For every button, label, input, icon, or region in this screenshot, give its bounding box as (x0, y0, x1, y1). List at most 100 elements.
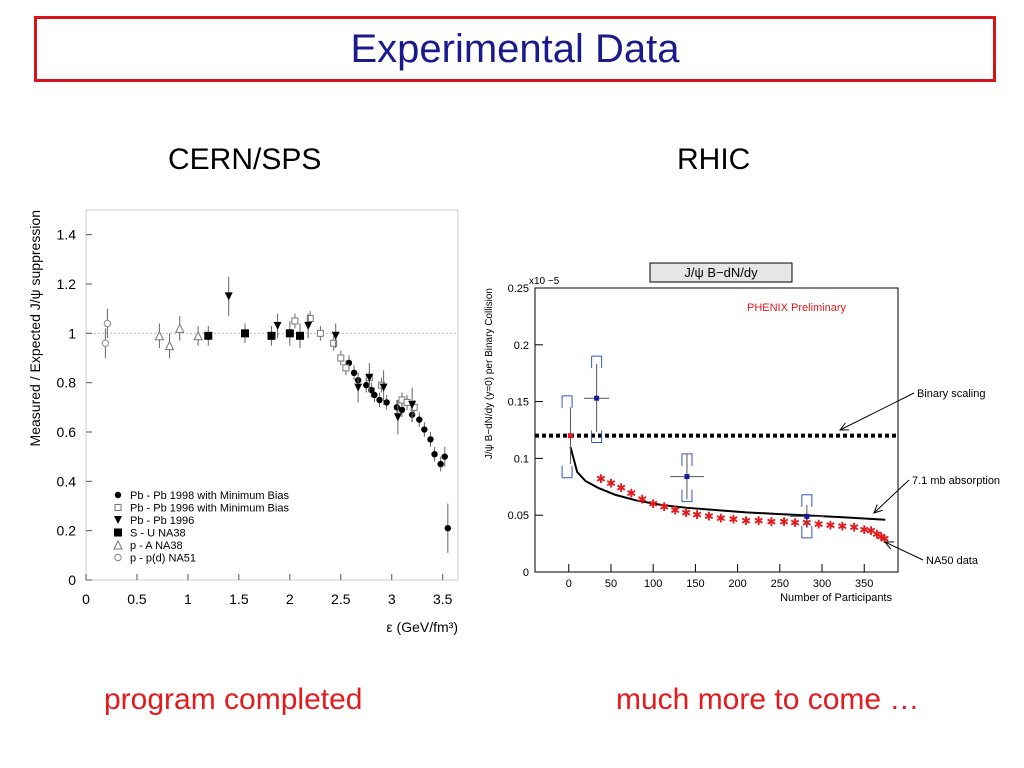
phenix-point (684, 474, 690, 480)
na50-point: ✱ (814, 517, 824, 531)
y-tick-label: 0.8 (57, 375, 77, 391)
na50-point: ✱ (876, 530, 886, 544)
y-axis-label: Measured / Expected J/ψ suppression (27, 210, 43, 446)
annotation-label: Binary scaling (917, 388, 985, 400)
y-tick-label: 0.2 (514, 340, 529, 352)
na50-point: ✱ (866, 524, 876, 538)
data-point (296, 331, 305, 340)
data-point (291, 317, 299, 325)
na50-point: ✱ (779, 515, 789, 529)
left-section-title: CERN/SPS (168, 143, 322, 176)
data-point (354, 383, 363, 392)
annotation-arrow (884, 541, 924, 561)
systematic-box (561, 395, 573, 479)
data-point (416, 416, 423, 423)
data-point (273, 321, 282, 330)
na50-point: ✱ (606, 476, 616, 490)
plot-frame (85, 209, 459, 581)
x-axis-label: Number of Participants (780, 592, 892, 604)
right-caption: much more to come … (616, 683, 920, 716)
x-tick-label: 250 (771, 578, 789, 590)
data-point (154, 330, 165, 341)
na50-point: ✱ (637, 492, 647, 506)
series-4 (154, 316, 203, 358)
data-point (174, 323, 185, 333)
data-point (267, 331, 276, 340)
series-2 (224, 276, 417, 435)
plot-frame (534, 287, 899, 573)
na50-point: ✱ (626, 487, 636, 501)
y-tick-label: 0.1 (514, 453, 529, 465)
data-point (437, 460, 444, 468)
data-point (383, 399, 390, 406)
data-point (101, 339, 110, 347)
data-point (316, 329, 324, 337)
legend-marker (114, 516, 122, 524)
na50-point: ✱ (825, 518, 835, 532)
na50-point: ✱ (670, 504, 680, 518)
data-point (306, 315, 314, 323)
legend-label: Pb - Pb 1996 (130, 515, 194, 527)
series-0 (345, 355, 452, 553)
na50-point: ✱ (596, 472, 606, 486)
na50-point: ✱ (766, 515, 776, 529)
y-tick-label: 1 (68, 325, 76, 341)
na50-point: ✱ (879, 532, 889, 546)
data-point (421, 426, 428, 433)
series-3 (204, 321, 305, 349)
x-tick-label: 300 (813, 578, 831, 590)
na50-point: ✱ (754, 514, 764, 528)
data-point (431, 451, 438, 458)
x-tick-label: 2.5 (331, 591, 351, 607)
na50-point: ✱ (648, 497, 658, 511)
y-multiplier: x10 −5 (529, 276, 560, 287)
arrow-head (838, 422, 850, 431)
legend-marker (114, 504, 122, 511)
rhic-chart: J/ψ B−dN/dy 0 0.05 0.1 0.15 0.2 0.25 0 50 100 150 2… (484, 262, 1000, 604)
data-point (193, 330, 203, 341)
y-tick-label: 0 (523, 567, 529, 579)
data-point (371, 391, 378, 399)
y-tick-label: 0.2 (57, 523, 77, 539)
page-title: Experimental Data (350, 26, 680, 71)
y-tick-label: 1.2 (57, 276, 77, 292)
na50-point: ✱ (872, 528, 882, 542)
y-tick-label: 0 (68, 572, 76, 588)
data-point (398, 406, 406, 413)
na50-point: ✱ (704, 509, 714, 523)
x-tick-label: 100 (644, 578, 662, 590)
series-1 (291, 311, 418, 415)
y-tick-label: 0.6 (57, 424, 77, 440)
na50-point: ✱ (741, 514, 751, 528)
data-point (304, 321, 313, 330)
legend-label: p - A NA38 (130, 540, 183, 552)
data-point (393, 413, 402, 422)
annotation-label: NA50 data (926, 555, 979, 567)
data-point (427, 436, 434, 443)
data-point (363, 381, 370, 389)
chart-title-box (649, 262, 793, 283)
systematic-box (591, 355, 603, 443)
x-tick-label: 150 (686, 578, 704, 590)
data-point (285, 329, 294, 338)
data-point (103, 319, 112, 328)
y-tick-label: 0.05 (508, 510, 529, 522)
phenix-point (567, 433, 573, 439)
na50-point: ✱ (859, 523, 869, 537)
annotation-arrow (873, 479, 910, 514)
data-point (204, 331, 213, 340)
x-tick-label: 50 (605, 578, 617, 590)
arrow-head (873, 504, 883, 514)
x-tick-label: 3.5 (433, 591, 453, 607)
na50-series: ✱ ✱ ✱ ✱ ✱ ✱ ✱ ✱ ✱ ✱ ✱ ✱ ✱ ✱ ✱ ✱ ✱ ✱ ✱ ✱ ✱ ✱ ✱ ✱✱✱✱✱ (596, 472, 890, 546)
legend-label: Pb - Pb 1996 with Minimum Bias (130, 503, 289, 515)
left-caption: program completed (104, 683, 363, 716)
x-axis-label: ε (GeV/fm³) (386, 619, 458, 635)
x-tick-label: 200 (728, 578, 746, 590)
data-point (365, 373, 374, 382)
data-point (408, 400, 417, 409)
na50-point: ✱ (716, 512, 726, 526)
data-point (224, 292, 233, 301)
data-point (337, 354, 345, 362)
na50-point: ✱ (837, 520, 847, 534)
